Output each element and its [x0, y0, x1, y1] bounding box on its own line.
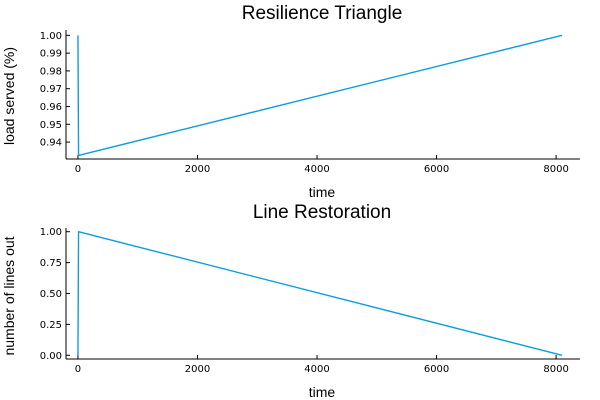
- y-tick-label: 1.00: [40, 227, 62, 238]
- series-line: [77, 231, 563, 356]
- x-tick-label: 0: [75, 364, 81, 375]
- y-tick-label: 0.99: [40, 49, 62, 60]
- x-axis-label: time: [309, 184, 336, 200]
- x-tick-label: 2000: [185, 364, 210, 375]
- x-tick-label: 2000: [185, 164, 210, 175]
- panel-resilience-triangle: Resilience Triangle time load served (%)…: [1, 3, 580, 200]
- chart-title: Line Restoration: [253, 202, 391, 223]
- chart-title: Resilience Triangle: [242, 3, 403, 24]
- y-tick-label: 0.00: [40, 351, 62, 362]
- panel-line-restoration: Line Restoration time number of lines ou…: [1, 202, 580, 400]
- y-tick-label: 0.97: [40, 84, 62, 95]
- x-axis-label: time: [309, 384, 336, 400]
- x-tick-label: 6000: [424, 164, 449, 175]
- x-tick-label: 6000: [424, 364, 449, 375]
- y-tick-label: 0.98: [40, 66, 62, 77]
- x-tick-label: 0: [75, 164, 81, 175]
- x-tick-label: 4000: [304, 364, 329, 375]
- y-tick-label: 0.50: [40, 289, 62, 300]
- series-line: [77, 34, 563, 157]
- y-tick-label: 1.00: [40, 31, 62, 42]
- x-tick-label: 8000: [543, 364, 568, 375]
- y-tick-label: 0.94: [40, 138, 62, 149]
- y-tick-label: 0.75: [40, 258, 62, 269]
- y-axis-label: number of lines out: [1, 236, 17, 355]
- y-tick-label: 0.96: [40, 102, 62, 113]
- y-axis-label: load served (%): [1, 47, 17, 145]
- y-tick-label: 0.95: [40, 120, 62, 131]
- x-tick-label: 4000: [304, 164, 329, 175]
- y-tick-label: 0.25: [40, 320, 62, 331]
- x-tick-label: 8000: [543, 164, 568, 175]
